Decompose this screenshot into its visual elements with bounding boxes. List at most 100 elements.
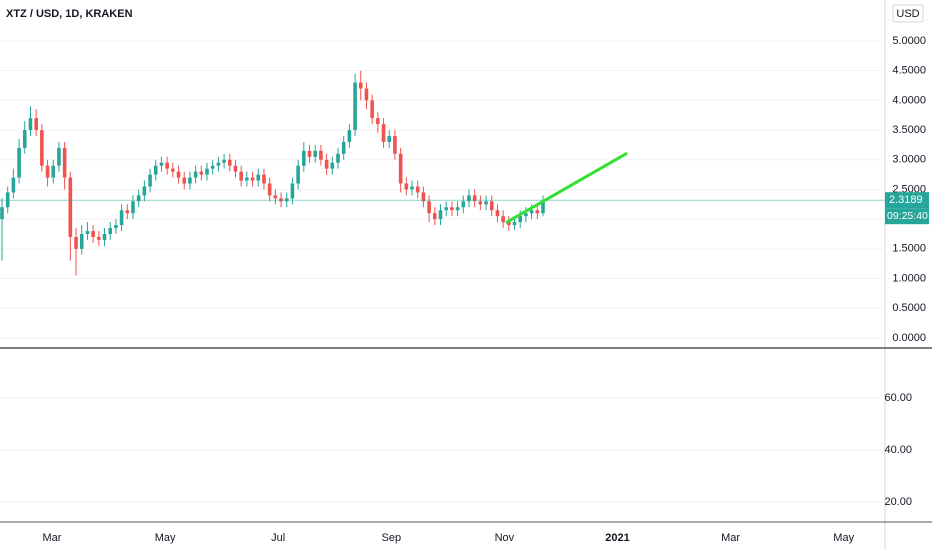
candle-body [330, 162, 335, 169]
candle-body [239, 171, 243, 181]
candle-body [97, 236, 101, 240]
y-tick-label: 1.5000 [892, 243, 926, 255]
candle-body [57, 147, 61, 166]
candle-body [512, 222, 517, 226]
x-tick-label: Nov [495, 532, 515, 544]
x-tick-label: 2021 [605, 532, 629, 544]
last-price-tag [885, 192, 929, 209]
candle-body [85, 231, 90, 234]
candle-body [370, 100, 374, 119]
candle-body [188, 177, 192, 184]
candle-body [22, 130, 27, 148]
candle-body [489, 201, 494, 211]
candle-body [193, 171, 198, 178]
candle-body [267, 183, 272, 196]
last-price-label: 2.3189 [889, 194, 923, 206]
candle-body [495, 210, 500, 217]
candle-body [319, 150, 323, 160]
candle-body [79, 233, 84, 249]
candle-body [347, 130, 352, 142]
y-tick-label: 5.0000 [892, 35, 926, 47]
candle-body [34, 118, 38, 131]
candle-body [444, 207, 448, 211]
candle-body [91, 231, 95, 237]
candle-body [165, 162, 169, 169]
candle-body [296, 165, 300, 184]
y-tick-label: 4.0000 [892, 94, 926, 106]
candle-body [410, 186, 414, 190]
trend-line [505, 152, 628, 224]
candle-body [227, 159, 232, 166]
candle-body [199, 171, 204, 175]
candle-body [535, 210, 540, 214]
candle-body [427, 201, 431, 214]
candle-body [313, 150, 318, 157]
candle-body [125, 210, 130, 214]
candle-body [245, 177, 249, 181]
candle-body [176, 171, 181, 178]
candle-body [324, 159, 329, 169]
candle-body [336, 153, 340, 163]
x-tick-label: May [833, 532, 854, 544]
candle-body [381, 124, 386, 142]
candle-body [256, 174, 261, 181]
candle-body [302, 150, 306, 166]
candle-body [467, 195, 471, 202]
candle-body [51, 165, 56, 178]
candle-body [307, 150, 312, 157]
candle-body [358, 82, 363, 89]
candle-body [438, 210, 443, 220]
candle-body [233, 165, 238, 172]
y-tick-label: 3.0000 [892, 154, 926, 166]
candle-body [518, 216, 523, 223]
candle-body [262, 174, 266, 184]
candle-body [28, 118, 33, 131]
candle-body [102, 233, 107, 240]
candle-body [393, 135, 397, 154]
x-tick-label: Sep [382, 532, 402, 544]
candle-body [455, 207, 460, 211]
countdown-tag [885, 208, 929, 225]
candle-body [387, 135, 392, 142]
candle-body [524, 213, 528, 217]
candle-body [501, 216, 505, 223]
y-tick-label: 1.0000 [892, 272, 926, 284]
candle-body [461, 201, 466, 208]
candle-body [216, 162, 221, 166]
candle-body [541, 200, 545, 214]
candle-body [507, 222, 511, 226]
candle-body [210, 165, 215, 169]
candle-body [415, 186, 420, 193]
candle-body [421, 192, 426, 202]
candle-body [159, 162, 164, 166]
y-tick-label: 3.5000 [892, 124, 926, 136]
x-tick-label: Jul [271, 532, 285, 544]
candle-body [62, 147, 67, 178]
x-tick-label: Mar [43, 532, 62, 544]
candle-body [17, 147, 21, 178]
candle-body [0, 207, 4, 220]
x-tick-label: Mar [721, 532, 740, 544]
y-tick-label: 0.5000 [892, 302, 926, 314]
candle-body [478, 201, 483, 205]
candle-body [529, 210, 534, 214]
candle-body [472, 195, 477, 202]
candle-body [376, 118, 380, 125]
candle-body [142, 186, 147, 196]
candle-body [68, 177, 73, 237]
candle-body [114, 225, 118, 229]
x-tick-label: May [155, 532, 176, 544]
y-tick-label: 0.0000 [892, 332, 926, 344]
candle-body [364, 88, 369, 101]
chart-title: XTZ / USD, 1D, KRAKEN [6, 8, 133, 20]
candle-body [222, 159, 226, 163]
countdown-label: 09:25:40 [887, 210, 928, 222]
currency-badge[interactable] [892, 4, 924, 23]
candle-body [153, 165, 158, 175]
candle-body [433, 213, 437, 220]
candle-body [45, 165, 50, 178]
y-tick-label: 40.00 [884, 444, 912, 456]
candle-body [131, 201, 135, 214]
